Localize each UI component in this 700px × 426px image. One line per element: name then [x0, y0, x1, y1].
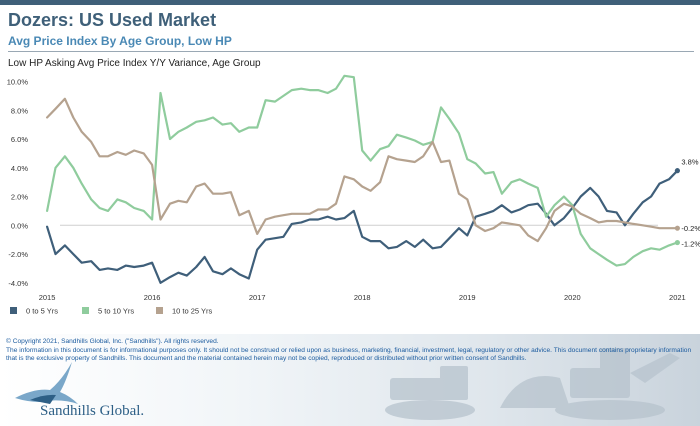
x-tick-label: 2021: [669, 293, 686, 302]
series-end-label: -1.2%: [681, 240, 700, 249]
y-tick-label: 10.0%: [7, 78, 29, 87]
x-tick-label: 2018: [354, 293, 371, 302]
x-tick-label: 2016: [144, 293, 161, 302]
copyright-notice: © Copyright 2021, Sandhills Global, Inc.…: [6, 338, 219, 345]
series-end-point-3: [674, 225, 680, 231]
series-end-point-1: [674, 168, 680, 174]
y-tick-label: -2.0%: [8, 250, 28, 259]
y-tick-label: 4.0%: [11, 164, 28, 173]
page-subtitle: Avg Price Index By Age Group, Low HP: [8, 34, 232, 48]
x-tick-label: 2017: [249, 293, 266, 302]
series-end-point-2: [674, 239, 680, 246]
series-line-3: [45, 97, 679, 243]
series-end-label: -0.2%: [681, 224, 700, 233]
series-end-label: 3.8%: [681, 158, 698, 167]
header-divider: [8, 51, 694, 52]
y-tick-label: 8.0%: [11, 106, 28, 115]
y-tick-label: -4.0%: [8, 279, 28, 288]
y-tick-label: 2.0%: [11, 193, 28, 202]
page-title: Dozers: US Used Market: [8, 10, 217, 30]
disclaimer-text: The information in this document is for …: [6, 347, 692, 362]
top-accent-bar: [0, 0, 700, 5]
chart-title: Low HP Asking Avg Price Index Y/Y Varian…: [8, 58, 261, 69]
legend-label: 0 to 5 Yrs: [26, 307, 58, 316]
x-tick-label: 2020: [564, 293, 581, 302]
line-chart: -4.0% -2.0% 0.0% 2.0% 4.0% 6.0% 8.0% 10.0% 2015 2…: [7, 74, 700, 316]
legend-swatch-1: [10, 307, 17, 314]
crane-logo-icon: [15, 362, 78, 404]
legend-label: 5 to 10 Yrs: [98, 307, 134, 316]
brand-name: Sandhills Global.: [40, 403, 145, 419]
legend-swatch-2: [82, 307, 89, 314]
legend-swatch-3: [156, 307, 163, 314]
machinery-photo-icon: [385, 348, 680, 420]
x-tick-label: 2019: [459, 293, 476, 302]
series-line-2: [45, 74, 679, 267]
y-tick-label: 0.0%: [11, 221, 28, 230]
y-tick-label: 6.0%: [11, 135, 28, 144]
legend-label: 10 to 25 Yrs: [172, 307, 213, 316]
x-tick-label: 2015: [39, 293, 56, 302]
